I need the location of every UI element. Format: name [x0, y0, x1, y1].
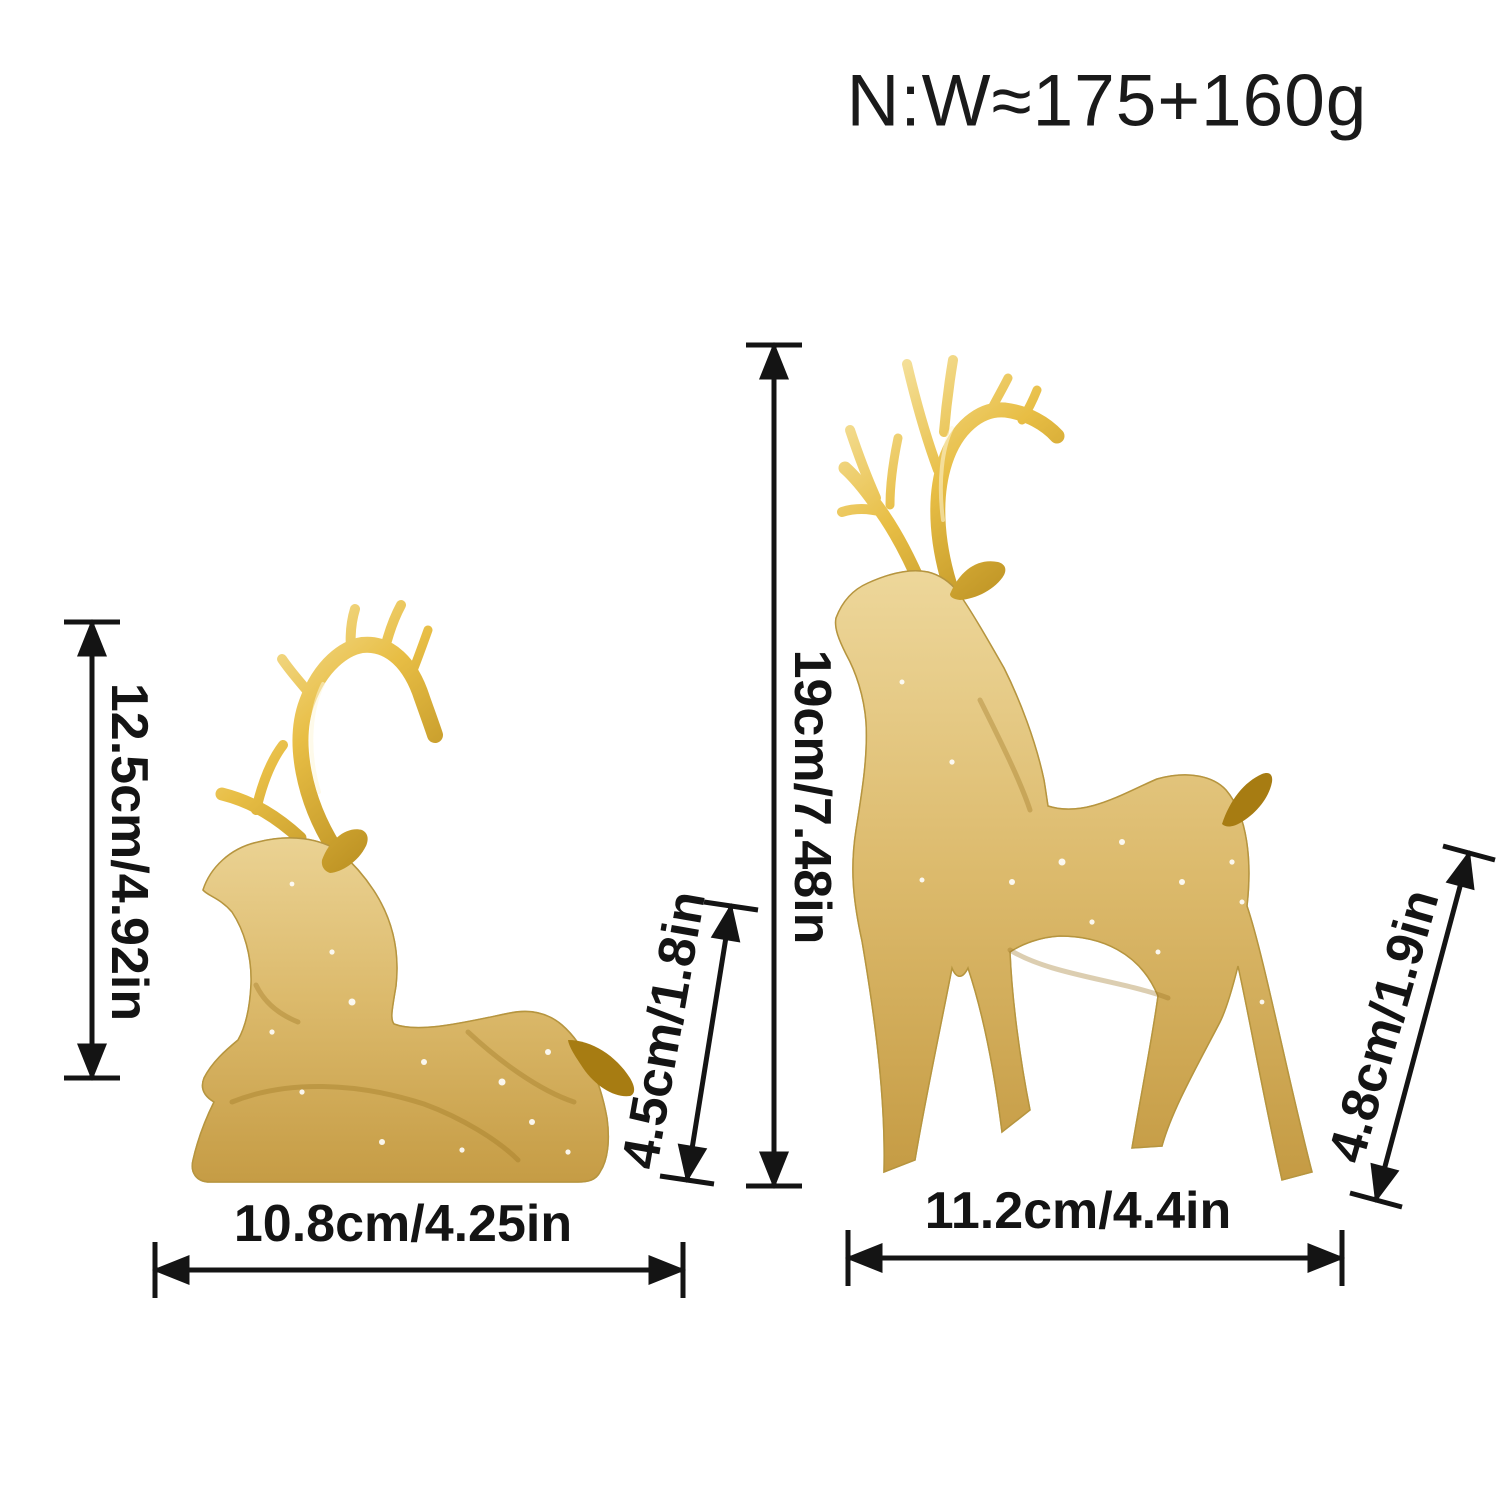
sitting-deer-depth-dimension	[659, 899, 759, 1187]
sitting-deer-ear	[321, 829, 368, 873]
dimension-lines	[64, 341, 1496, 1298]
net-weight-note: N:W≈175+160g	[846, 60, 1368, 142]
sitting-deer-height-label: 12.5cm/4.92in	[100, 682, 158, 1022]
standing-deer-height-label: 19cm/7.48in	[783, 649, 841, 945]
standing-deer-antlers	[837, 355, 1065, 600]
standing-deer-body	[834, 569, 1313, 1181]
sitting-deer-width-dimension	[151, 1242, 687, 1298]
sitting-deer-sparkles	[269, 881, 571, 1155]
standing-deer-figurine	[834, 355, 1313, 1181]
standing-deer-height-dimension	[746, 341, 802, 1190]
sitting-deer-body	[191, 837, 610, 1183]
sitting-deer-tail	[568, 1040, 635, 1097]
standing-deer-depth-dimension	[1349, 843, 1496, 1210]
standing-deer-ear	[950, 561, 1006, 600]
sitting-deer-antlers	[215, 600, 443, 856]
standing-deer-width-label: 11.2cm/4.4in	[924, 1182, 1232, 1240]
sitting-deer-width-label: 10.8cm/4.25in	[233, 1195, 573, 1253]
sitting-deer-figurine	[191, 600, 635, 1183]
standing-deer-width-dimension	[844, 1230, 1346, 1286]
standing-deer-tail	[1222, 772, 1273, 827]
standing-deer-sparkles	[899, 679, 1265, 1005]
sitting-deer-height-dimension	[64, 618, 120, 1082]
